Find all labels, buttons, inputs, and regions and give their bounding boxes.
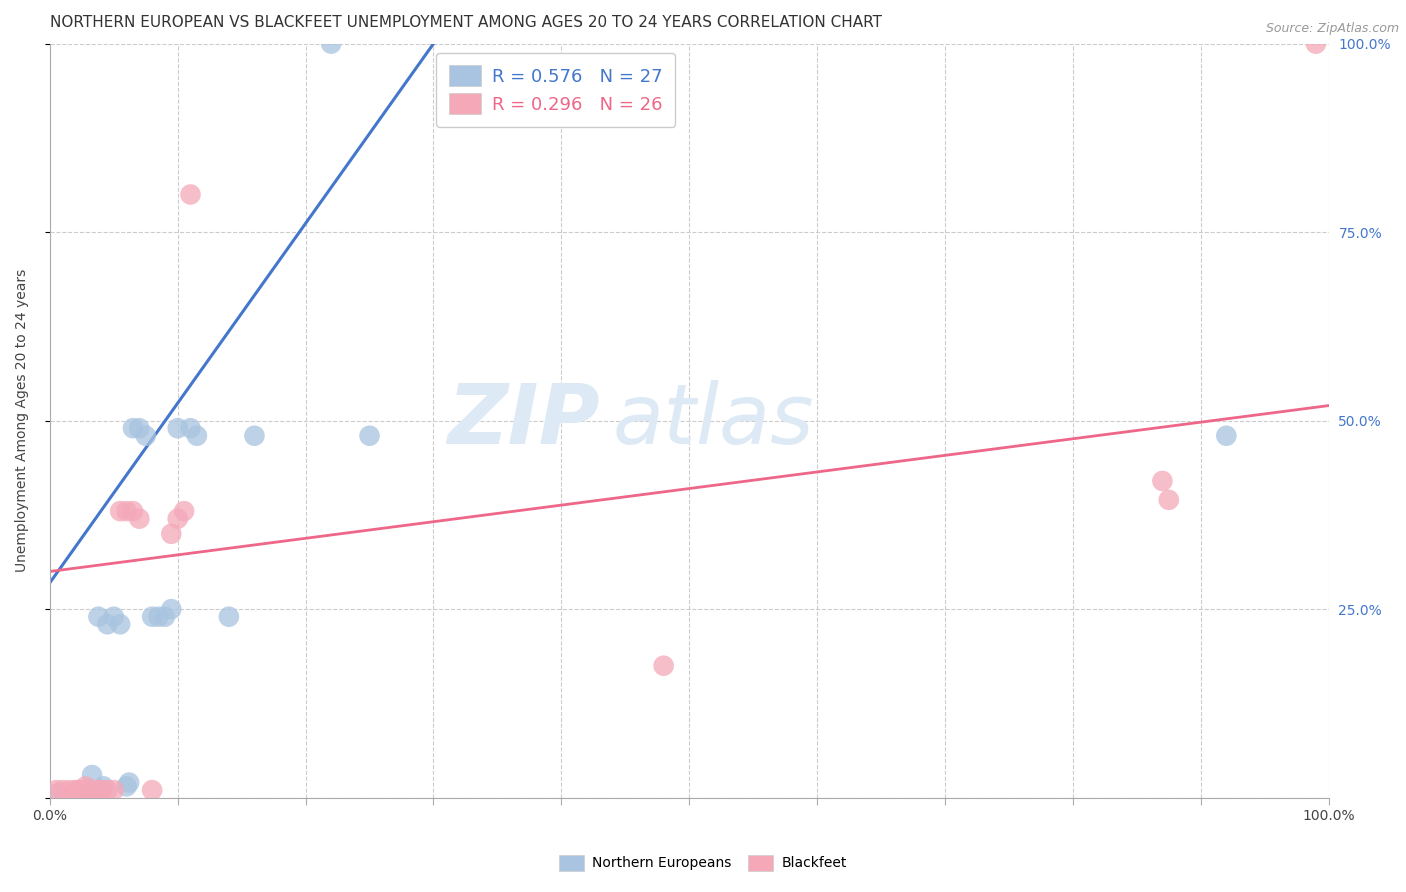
Point	[93, 780, 115, 794]
Point	[108, 504, 131, 518]
Point	[80, 768, 103, 782]
Point	[90, 783, 112, 797]
Point	[153, 609, 176, 624]
Point	[84, 787, 107, 801]
Point	[103, 609, 125, 624]
Text: NORTHERN EUROPEAN VS BLACKFEET UNEMPLOYMENT AMONG AGES 20 TO 24 YEARS CORRELATIO: NORTHERN EUROPEAN VS BLACKFEET UNEMPLOYM…	[49, 15, 882, 30]
Point	[65, 783, 87, 797]
Point	[160, 602, 183, 616]
Point	[179, 187, 201, 202]
Point	[141, 783, 163, 797]
Point	[108, 617, 131, 632]
Point	[115, 504, 138, 518]
Point	[173, 504, 195, 518]
Point	[75, 780, 97, 794]
Point	[321, 37, 343, 51]
Point	[218, 609, 240, 624]
Point	[652, 658, 675, 673]
Point	[58, 783, 80, 797]
Point	[52, 783, 75, 797]
Point	[87, 609, 110, 624]
Point	[160, 526, 183, 541]
Point	[77, 787, 100, 801]
Point	[1215, 429, 1237, 443]
Point	[359, 429, 381, 443]
Point	[141, 609, 163, 624]
Legend: R = 0.576   N = 27, R = 0.296   N = 26: R = 0.576 N = 27, R = 0.296 N = 26	[436, 53, 675, 127]
Point	[45, 787, 67, 801]
Point	[90, 783, 112, 797]
Point	[179, 421, 201, 435]
Point	[77, 783, 100, 797]
Point	[45, 783, 67, 797]
Point	[1152, 474, 1174, 488]
Point	[166, 511, 188, 525]
Legend: Northern Europeans, Blackfeet: Northern Europeans, Blackfeet	[554, 849, 852, 876]
Point	[122, 421, 145, 435]
Point	[122, 504, 145, 518]
Point	[148, 609, 170, 624]
Y-axis label: Unemployment Among Ages 20 to 24 years: Unemployment Among Ages 20 to 24 years	[15, 269, 30, 573]
Point	[1157, 492, 1180, 507]
Point	[135, 429, 157, 443]
Point	[186, 429, 208, 443]
Text: Source: ZipAtlas.com: Source: ZipAtlas.com	[1265, 22, 1399, 36]
Point	[118, 775, 141, 789]
Point	[115, 780, 138, 794]
Point	[128, 511, 150, 525]
Point	[243, 429, 266, 443]
Point	[128, 421, 150, 435]
Point	[96, 617, 118, 632]
Point	[87, 783, 110, 797]
Point	[166, 421, 188, 435]
Point	[96, 783, 118, 797]
Text: ZIP: ZIP	[447, 380, 600, 461]
Point	[83, 783, 105, 797]
Point	[66, 783, 89, 797]
Point	[103, 783, 125, 797]
Text: atlas: atlas	[613, 380, 814, 461]
Point	[70, 783, 93, 797]
Point	[1305, 37, 1327, 51]
